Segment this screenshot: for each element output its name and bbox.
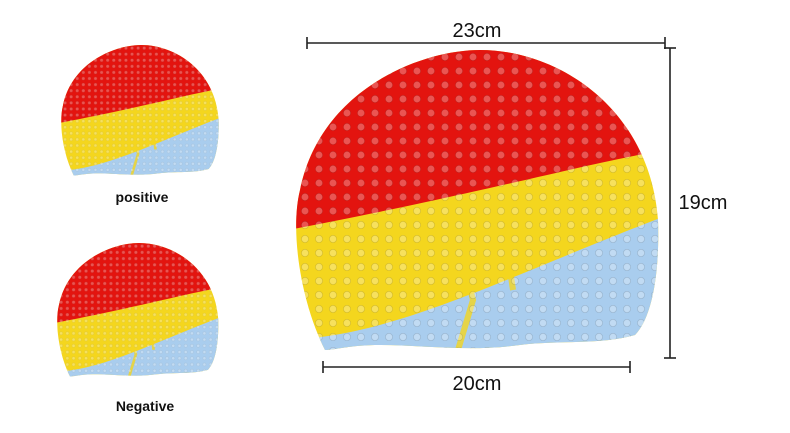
positive-cap — [58, 41, 223, 185]
width-bottom-label: 20cm — [453, 373, 502, 395]
large-cap — [288, 40, 668, 370]
dimension-lines — [306, 37, 676, 373]
width-top-label: 23cm — [453, 20, 502, 42]
positive-label: positive — [116, 189, 169, 205]
negative-label: Negative — [116, 398, 175, 414]
height-label: 19cm — [679, 192, 728, 214]
negative-cap — [54, 239, 223, 386]
